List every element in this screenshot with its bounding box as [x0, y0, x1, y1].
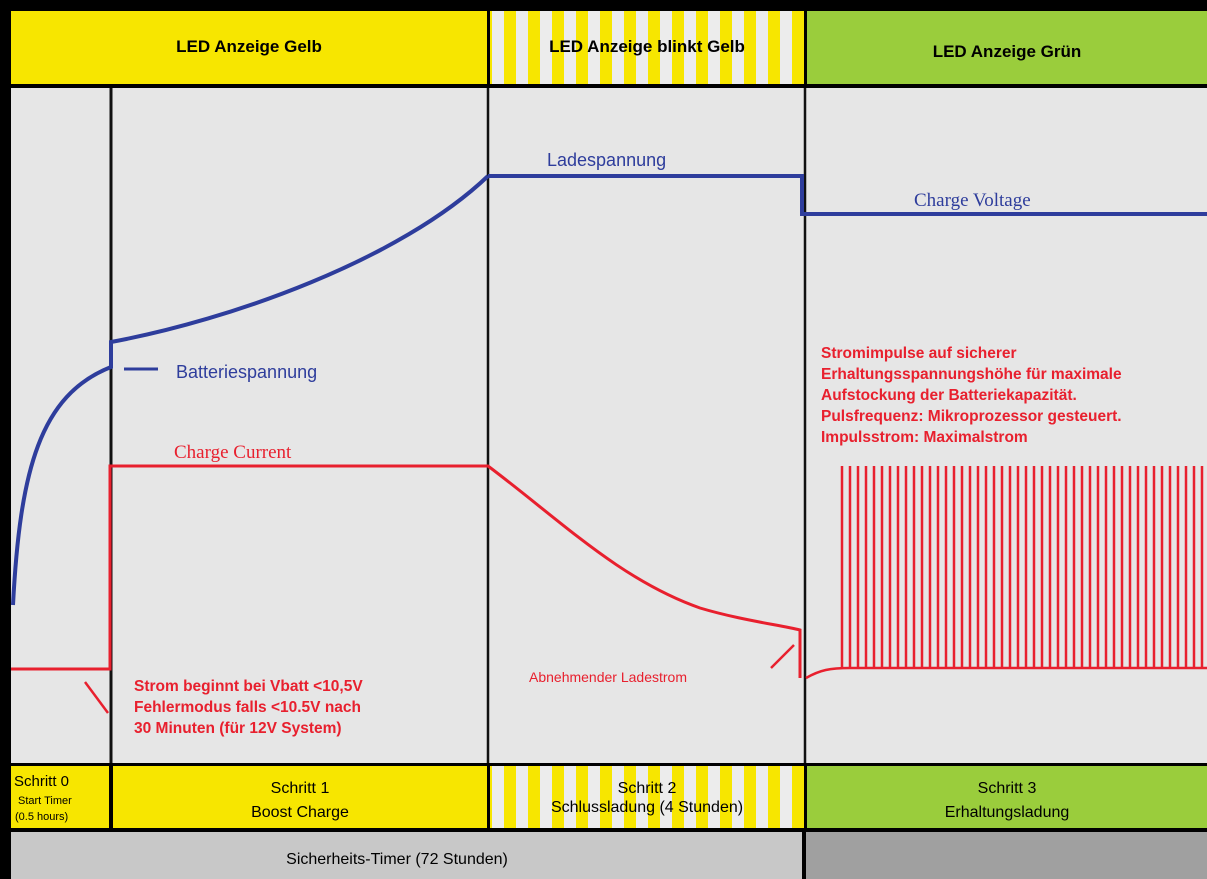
step1-subtitle: Boost Charge [251, 804, 349, 821]
abnehmender-ladestrom-label: Abnehmender Ladestrom [529, 669, 687, 685]
charge-voltage-line [488, 174, 1207, 216]
step3-note-line: Stromimpulse auf sicherer [821, 345, 1017, 362]
header-phase2-label: LED Anzeige blinkt Gelb [549, 37, 745, 56]
step3-note-line: Impulsstrom: Maximalstrom [821, 429, 1028, 446]
step0-line2: (0.5 hours) [15, 811, 68, 823]
step0-note-line: Fehlermodus falls <10.5V nach [134, 699, 361, 716]
step3-note-line: Pulsfrequenz: Mikroprozessor gesteuert. [821, 408, 1122, 425]
step1-cell [113, 766, 487, 828]
header-phase3-label: LED Anzeige Grün [933, 42, 1082, 61]
step3-subtitle: Erhaltungsladung [945, 804, 1070, 821]
charge-current-curve [11, 464, 802, 678]
step2-cell [490, 766, 804, 828]
batteriespannung-label: Batteriespannung [176, 362, 317, 382]
step0-note-line: 30 Minuten (für 12V System) [134, 720, 342, 737]
step0-title: Schritt 0 [14, 773, 69, 790]
step0-cell [11, 766, 109, 828]
step3-cell [807, 766, 1207, 828]
battery-voltage-curve [11, 174, 490, 606]
step3-note: Stromimpulse auf sicherer Erhaltungsspan… [821, 345, 1122, 446]
step3-note-line: Aufstockung der Batteriekapazität. [821, 387, 1077, 404]
step2-subtitle: Schlussladung (4 Stunden) [551, 799, 743, 816]
safety-timer-label: Sicherheits-Timer (72 Stunden) [286, 851, 508, 868]
header-phase1-label: LED Anzeige Gelb [176, 37, 322, 56]
plot-area [11, 88, 1207, 763]
header-led-blinking [490, 11, 804, 84]
step1-title: Schritt 1 [271, 780, 330, 797]
charge-voltage-label: Charge Voltage [914, 190, 1031, 211]
charge-current-label: Charge Current [174, 442, 292, 463]
step2-title: Schritt 2 [618, 780, 677, 797]
step0-note-line: Strom beginnt bei Vbatt <10,5V [134, 678, 363, 695]
step3-title: Schritt 3 [978, 780, 1037, 797]
header-led-green [807, 11, 1207, 84]
ladestrom-pointer [770, 644, 795, 669]
safety-timer-bar [11, 832, 802, 879]
current-pulses [840, 466, 1204, 668]
step0-line1: Start Timer [18, 795, 72, 807]
step3-note-line: Erhaltungsspannungshöhe für maximale [821, 366, 1122, 383]
header-led-yellow [11, 11, 487, 84]
ladespannung-label: Ladespannung [547, 150, 666, 170]
step0-note-pointer [83, 681, 110, 714]
footer-right-bar [806, 832, 1207, 879]
step0-note: Strom beginnt bei Vbatt <10,5V Fehlermod… [134, 678, 363, 737]
